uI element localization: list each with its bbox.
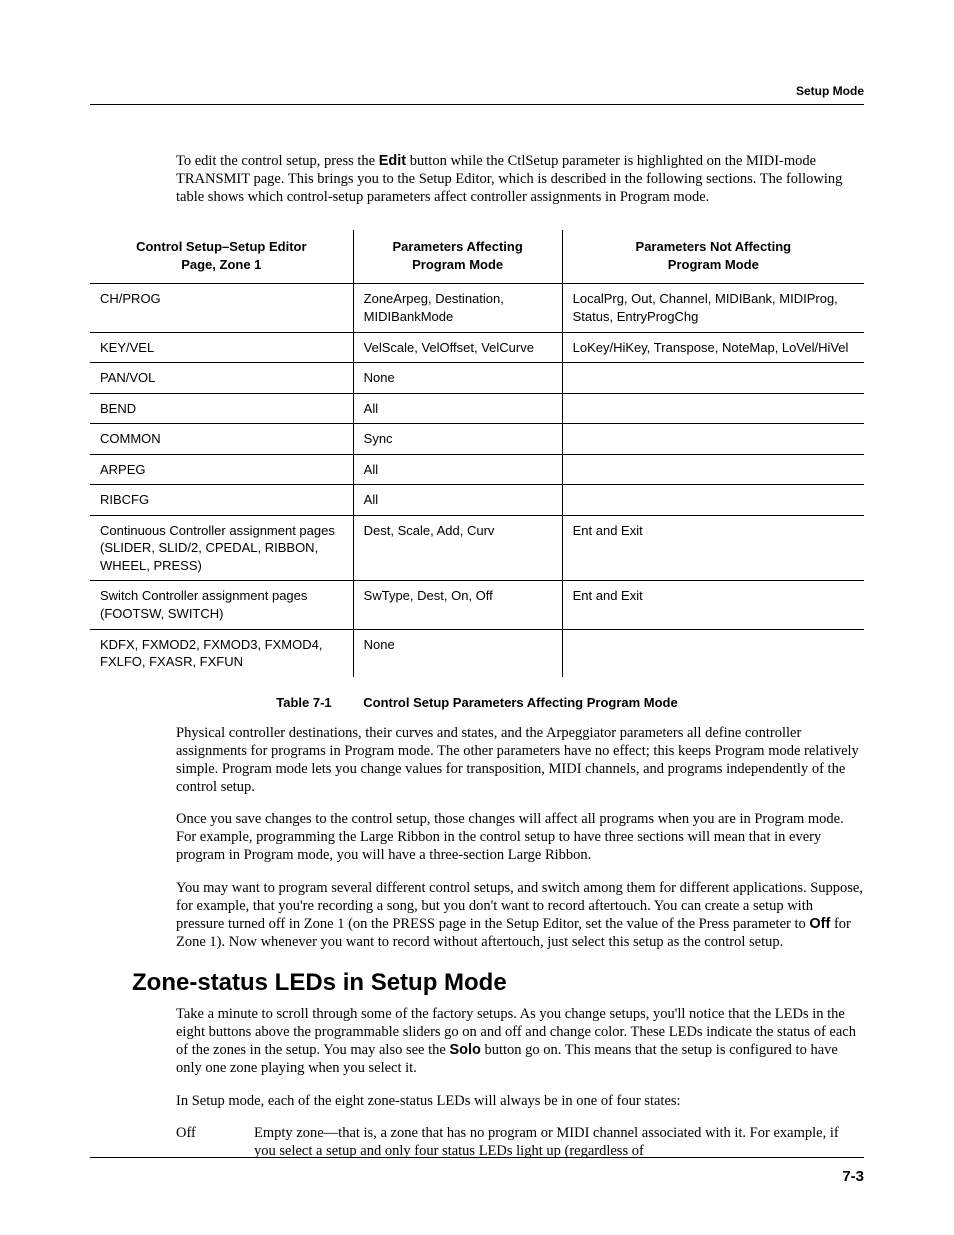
table-row: COMMONSync: [90, 424, 864, 455]
cell-not-affecting: [562, 485, 864, 516]
table-row: ARPEGAll: [90, 454, 864, 485]
table-caption-number: Table 7-1: [276, 695, 331, 710]
cell-name: Continuous Controller assignment pages (…: [90, 515, 353, 581]
cell-affecting: None: [353, 363, 562, 394]
cell-name: KEY/VEL: [90, 332, 353, 363]
table-caption-text: Control Setup Parameters Affecting Progr…: [363, 695, 677, 710]
cell-not-affecting: [562, 424, 864, 455]
page: Setup Mode To edit the control setup, pr…: [0, 0, 954, 1235]
cell-name: COMMON: [90, 424, 353, 455]
cell-name: Switch Controller assignment pages (FOOT…: [90, 581, 353, 629]
table-row: Continuous Controller assignment pages (…: [90, 515, 864, 581]
solo-bold: Solo: [449, 1042, 480, 1058]
parameters-table-wrap: Control Setup–Setup Editor Page, Zone 1 …: [90, 230, 864, 676]
definition-row: Off Empty zone—that is, a zone that has …: [176, 1124, 864, 1160]
table-row: BENDAll: [90, 393, 864, 424]
intro-text-before: To edit the control setup, press the: [176, 153, 379, 169]
cell-affecting: All: [353, 485, 562, 516]
cell-name: PAN/VOL: [90, 363, 353, 394]
cell-not-affecting: LocalPrg, Out, Channel, MIDIBank, MIDIPr…: [562, 284, 864, 332]
cell-affecting: None: [353, 629, 562, 677]
footer: 7-3: [90, 1157, 864, 1185]
table-row: Switch Controller assignment pages (FOOT…: [90, 581, 864, 629]
col-header-1: Control Setup–Setup Editor Page, Zone 1: [90, 230, 353, 284]
cell-affecting: SwType, Dest, On, Off: [353, 581, 562, 629]
edit-bold: Edit: [379, 153, 406, 169]
cell-affecting: ZoneArpeg, Destination, MIDIBankMode: [353, 284, 562, 332]
paragraph-3: Once you save changes to the control set…: [176, 810, 864, 864]
col-header-1-line2: Page, Zone 1: [181, 257, 261, 272]
content-area: To edit the control setup, press the Edi…: [176, 152, 864, 1160]
col-header-2: Parameters Affecting Program Mode: [353, 230, 562, 284]
cell-affecting: Sync: [353, 424, 562, 455]
cell-name: ARPEG: [90, 454, 353, 485]
cell-affecting: VelScale, VelOffset, VelCurve: [353, 332, 562, 363]
table-row: RIBCFGAll: [90, 485, 864, 516]
paragraph-6: In Setup mode, each of the eight zone-st…: [176, 1092, 864, 1110]
cell-not-affecting: [562, 629, 864, 677]
cell-affecting: All: [353, 393, 562, 424]
cell-not-affecting: Ent and Exit: [562, 581, 864, 629]
paragraph-5: Take a minute to scroll through some of …: [176, 1005, 864, 1078]
footer-rule: [90, 1157, 864, 1158]
cell-not-affecting: [562, 363, 864, 394]
paragraph-4: You may want to program several differen…: [176, 879, 864, 952]
para4-before: You may want to program several differen…: [176, 880, 863, 932]
off-bold: Off: [809, 916, 830, 932]
col-header-3-line2: Program Mode: [668, 257, 759, 272]
cell-not-affecting: [562, 393, 864, 424]
table-row: KEY/VELVelScale, VelOffset, VelCurveLoKe…: [90, 332, 864, 363]
cell-name: CH/PROG: [90, 284, 353, 332]
cell-not-affecting: LoKey/HiKey, Transpose, NoteMap, LoVel/H…: [562, 332, 864, 363]
section-heading: Zone-status LEDs in Setup Mode: [132, 969, 864, 997]
col-header-3-line1: Parameters Not Affecting: [636, 239, 792, 254]
col-header-2-line1: Parameters Affecting: [392, 239, 522, 254]
page-number: 7-3: [90, 1168, 864, 1185]
table-row: PAN/VOLNone: [90, 363, 864, 394]
table-body: CH/PROGZoneArpeg, Destination, MIDIBankM…: [90, 284, 864, 677]
intro-paragraph: To edit the control setup, press the Edi…: [176, 152, 864, 206]
cell-not-affecting: [562, 454, 864, 485]
table-row: CH/PROGZoneArpeg, Destination, MIDIBankM…: [90, 284, 864, 332]
definition-text: Empty zone—that is, a zone that has no p…: [254, 1124, 864, 1160]
col-header-3: Parameters Not Affecting Program Mode: [562, 230, 864, 284]
parameters-table: Control Setup–Setup Editor Page, Zone 1 …: [90, 230, 864, 676]
table-row: KDFX, FXMOD2, FXMOD3, FXMOD4, FXLFO, FXA…: [90, 629, 864, 677]
top-rule: [90, 104, 864, 105]
definition-term: Off: [176, 1124, 254, 1160]
cell-name: KDFX, FXMOD2, FXMOD3, FXMOD4, FXLFO, FXA…: [90, 629, 353, 677]
table-header-row: Control Setup–Setup Editor Page, Zone 1 …: [90, 230, 864, 284]
col-header-2-line2: Program Mode: [412, 257, 503, 272]
cell-affecting: All: [353, 454, 562, 485]
table-caption: Table 7-1 Control Setup Parameters Affec…: [90, 695, 864, 710]
cell-name: BEND: [90, 393, 353, 424]
cell-not-affecting: Ent and Exit: [562, 515, 864, 581]
col-header-1-line1: Control Setup–Setup Editor: [136, 239, 306, 254]
paragraph-2: Physical controller destinations, their …: [176, 724, 864, 797]
cell-affecting: Dest, Scale, Add, Curv: [353, 515, 562, 581]
cell-name: RIBCFG: [90, 485, 353, 516]
running-head: Setup Mode: [796, 84, 864, 98]
